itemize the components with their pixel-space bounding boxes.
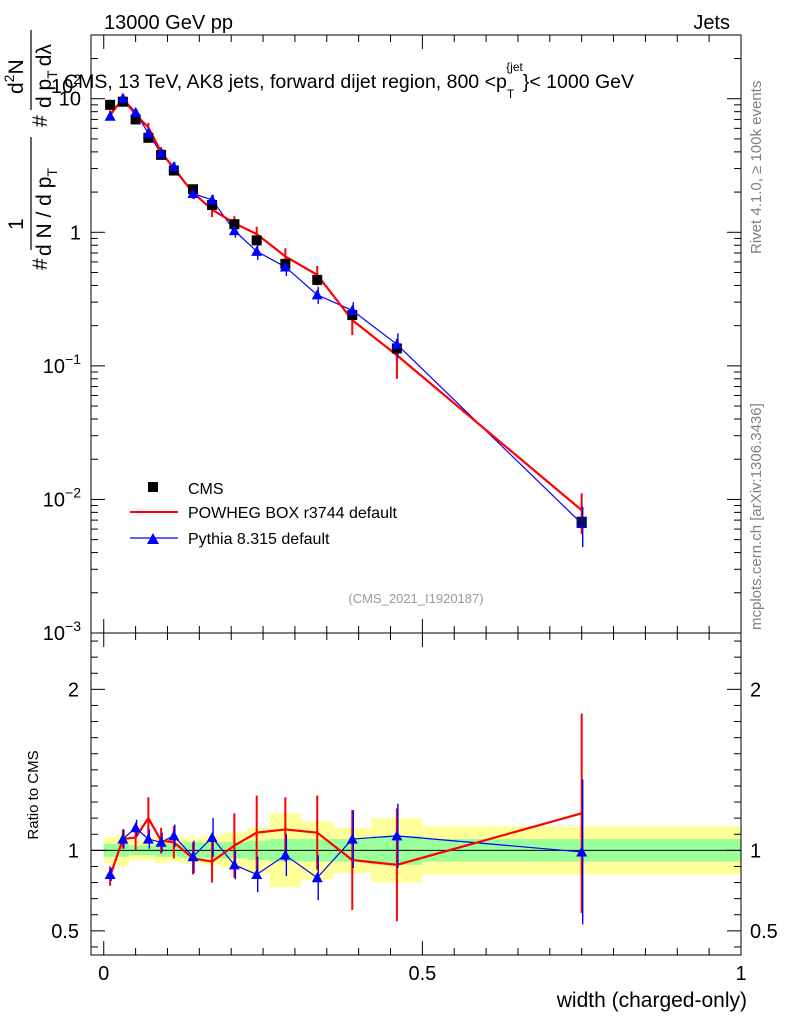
pythia-ratio-point (155, 836, 167, 847)
legend-cms-marker (148, 482, 158, 492)
pythia-ratio-point (279, 849, 291, 860)
pythia-main-point (168, 161, 180, 172)
legend-pythia-label: Pythia 8.315 default (188, 531, 330, 548)
main-axes: 10 1 10−1 10−2 10−3 102 (43, 34, 742, 645)
main-ylabel-den2: d pTdλ (33, 44, 60, 108)
cms-main-point (251, 235, 262, 246)
pythia-main-point (391, 338, 403, 349)
main-series-layer (104, 92, 588, 548)
pythia-ratio-point (142, 833, 154, 844)
pythia-main-point (279, 261, 291, 272)
cms-main-point-overlay (576, 516, 587, 527)
pythia-ratio-point (187, 851, 199, 862)
pythia-ratio-point (104, 869, 116, 879)
pythia-ratio-point (391, 830, 403, 841)
main-ylabel-hash2: # (29, 115, 52, 127)
analysis-watermark: (CMS_2021_I1920187) (348, 591, 483, 606)
main-ylabel-num2: d2N (1, 59, 28, 94)
main-title-sup: {jet (506, 60, 523, 74)
ratio-y-tick-label: 2 (68, 679, 79, 701)
x-axis-label: width (charged-only) (556, 989, 747, 1012)
cms-main-point (312, 274, 323, 285)
pythia-ratio-point (346, 833, 358, 844)
main-title-sub: T (507, 87, 515, 101)
cms-main-point (347, 310, 358, 321)
ratio-ylabel: Ratio to CMS (25, 750, 42, 839)
main-y-tick-label: 102 (51, 71, 81, 98)
pythia-main-point (346, 304, 358, 315)
legend-cms-label: CMS (188, 481, 224, 498)
powheg-main-line (109, 96, 583, 512)
ratio-y-tick-label: 1 (68, 840, 79, 862)
rivet-label: Rivet 4.1.0, ≥ 100k events (748, 81, 765, 254)
ratio-series-layer (104, 713, 588, 925)
cms-main-point (130, 114, 141, 125)
cms-main-point (105, 99, 116, 110)
pythia-main-point (104, 110, 116, 121)
x-tick-label: 0.5 (408, 963, 436, 985)
pythia-ratio-point (228, 859, 240, 870)
pythia-main-point (142, 127, 154, 138)
ratio-y-tick-label-right: 1 (750, 840, 761, 862)
pythia-main-point (251, 245, 263, 256)
pythia-main-point (117, 92, 129, 103)
main-y-tick-label: 10−1 (43, 351, 81, 378)
mcplots-label: mcplots.cern.ch [arXiv:1306.3436] (748, 403, 765, 630)
pythia-main-point (206, 194, 218, 205)
cms-main-point (207, 200, 218, 211)
main-y-tick-label: 1 (70, 222, 81, 244)
x-tick-label: 1 (735, 963, 746, 985)
pythia-main-point (155, 147, 167, 158)
cms-main-point (229, 219, 240, 230)
main-title: CMS, 13 TeV, AK8 jets, forward dijet reg… (64, 60, 634, 101)
legend-pythia-marker (147, 533, 159, 544)
legend: CMS POWHEG BOX r3744 default Pythia 8.31… (130, 481, 398, 548)
pythia-ratio-point (168, 830, 180, 841)
pythia-main-point (228, 225, 240, 236)
header-left: 13000 GeV pp (104, 12, 233, 34)
ratio-panel-background (91, 813, 741, 888)
main-y-tick-label: 10−2 (43, 484, 81, 511)
header-right: Jets (693, 12, 730, 34)
ratio-y-tick-label: 0.5 (51, 921, 79, 943)
ratio-panel-frame (90, 632, 742, 956)
main-ylabel-text: # (29, 258, 52, 270)
pythia-ratio-point (576, 846, 588, 857)
x-tick-label: 0 (98, 963, 109, 985)
main-title-pre: CMS, 13 TeV, AK8 jets, forward dijet reg… (64, 71, 507, 93)
main-title-post: }< 1000 GeV (523, 71, 634, 93)
pythia-ratio-point (251, 869, 263, 879)
main-ylabel-den1: d N / d pT (33, 168, 60, 256)
pythia-ratio-point (130, 822, 142, 833)
main-ylabel: # 1 d N / d pT # d2N d pTdλ (1, 30, 60, 270)
main-ylabel-num1: 1 (5, 218, 28, 230)
main-y-tick-label: 10−3 (43, 618, 81, 645)
pythia-ratio-point (311, 872, 323, 883)
pythia-main-point (187, 188, 199, 199)
pythia-ratio-point (117, 833, 129, 844)
legend-powheg-label: POWHEG BOX r3744 default (188, 505, 398, 522)
pythia-main-point (311, 289, 323, 300)
pythia-ratio-point (206, 831, 218, 842)
ratio-axes: 0.5 0.51 12 20 0.5 1 (51, 633, 778, 985)
main-y-tick-label: 10 (59, 89, 81, 111)
ratio-y-tick-label-right: 0.5 (750, 921, 778, 943)
pythia-main-point (130, 106, 142, 117)
ratio-y-tick-label-right: 2 (750, 679, 761, 701)
